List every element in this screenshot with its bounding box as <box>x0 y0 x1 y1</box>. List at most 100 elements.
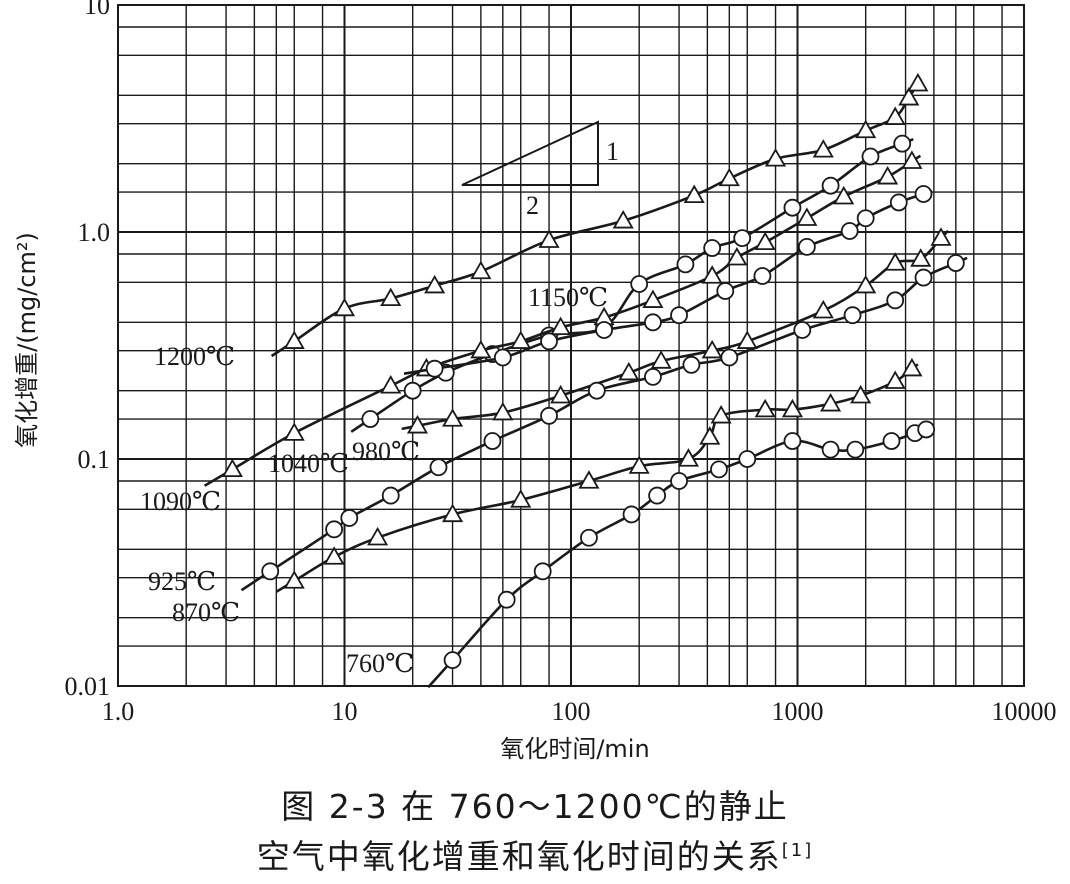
data-point-triangle <box>538 229 560 248</box>
data-point-triangle <box>699 426 721 445</box>
data-point-circle <box>861 147 880 166</box>
data-point-circle <box>325 520 344 539</box>
data-point-circle <box>261 562 280 581</box>
data-point-triangle <box>710 404 732 424</box>
data-point-circle <box>703 239 722 257</box>
data-point-triangle <box>884 106 906 125</box>
data-point-triangle <box>550 384 572 404</box>
data-point-circle <box>793 321 812 339</box>
x-axis-title: 氧化时间/min <box>500 735 649 763</box>
series-0 <box>270 72 929 358</box>
series-line <box>350 137 914 433</box>
x-tick-labels: 1.0 10 100 1000 10000 <box>102 697 1057 726</box>
data-point-circle <box>533 562 552 581</box>
data-point-triangle <box>796 207 818 226</box>
label-925: 925℃ <box>148 567 216 596</box>
data-point-triangle <box>283 570 305 589</box>
data-point-circle <box>648 486 667 505</box>
data-point-circle <box>540 332 558 351</box>
y-tick-labels: 0.01 0.1 1.0 10 <box>65 0 111 701</box>
data-point-triangle <box>510 330 532 349</box>
label-1150: 1150℃ <box>528 283 608 312</box>
data-point-circle <box>914 185 933 203</box>
data-point-circle <box>403 381 422 400</box>
data-point-triangle <box>907 72 929 92</box>
data-point-circle <box>720 348 739 367</box>
data-point-circle <box>670 472 688 490</box>
data-point-triangle <box>736 330 758 349</box>
series-7 <box>427 420 936 689</box>
data-point-circle <box>622 505 641 524</box>
data-point-triangle <box>781 398 804 418</box>
data-point-triangle <box>812 299 834 319</box>
data-point-triangle <box>323 546 345 565</box>
plot-frame <box>117 4 1025 687</box>
slope-run-label: 2 <box>526 191 539 220</box>
reference-mark: [1] <box>781 840 814 861</box>
data-point-triangle <box>618 361 640 381</box>
data-point-circle <box>361 410 380 428</box>
data-point-triangle <box>754 231 776 251</box>
data-point-triangle <box>612 210 634 229</box>
data-point-triangle <box>820 393 842 412</box>
data-point-circle <box>630 275 649 293</box>
oxidation-chart: 1.0 10 100 1000 10000 0.01 0.1 1.0 10 1 2 1200℃… <box>13 0 1057 763</box>
data-point-circle <box>497 590 516 609</box>
data-point-circle <box>914 268 933 287</box>
data-point-circle <box>738 450 757 468</box>
data-point-circle <box>595 321 613 339</box>
data-point-circle <box>493 348 512 367</box>
data-point-circle <box>443 651 462 670</box>
data-point-circle <box>843 306 862 325</box>
slope-triangle: 1 2 <box>461 120 619 220</box>
data-point-triangle <box>283 422 305 441</box>
data-point-triangle <box>726 246 748 266</box>
data-point-circle <box>821 440 840 459</box>
data-point-triangle <box>642 289 664 308</box>
data-point-circle <box>783 198 802 217</box>
data-point-triangle <box>718 167 740 187</box>
data-point-triangle <box>855 119 877 139</box>
data-point-triangle <box>470 339 492 359</box>
data-point-circle <box>846 440 865 459</box>
data-point-triangle <box>442 408 464 427</box>
data-point-triangle <box>901 357 923 377</box>
data-point-triangle <box>424 274 446 294</box>
data-point-triangle <box>764 148 787 167</box>
data-point-triangle <box>333 297 356 317</box>
data-point-triangle <box>406 415 429 434</box>
data-point-triangle <box>884 370 906 389</box>
y-tick-label: 1.0 <box>78 218 111 247</box>
data-point-triangle <box>492 401 514 421</box>
label-1040: 1040℃ <box>268 449 349 478</box>
data-point-circle <box>840 222 859 240</box>
data-point-circle <box>733 229 752 247</box>
data-point-triangle <box>510 489 532 508</box>
data-point-circle <box>540 406 558 425</box>
data-point-circle <box>856 209 875 228</box>
data-point-triangle <box>578 470 600 489</box>
data-point-circle <box>682 355 701 374</box>
x-tick-label: 100 <box>552 697 591 726</box>
x-tick-label: 1.0 <box>102 697 135 726</box>
label-1090: 1090℃ <box>140 487 221 516</box>
data-point-triangle <box>812 139 834 158</box>
data-point-triangle <box>442 503 464 523</box>
data-point-triangle <box>550 316 572 336</box>
data-point-triangle <box>283 330 305 349</box>
data-point-triangle <box>701 339 723 359</box>
slope-rise-label: 1 <box>606 137 619 166</box>
data-point-circle <box>483 432 502 450</box>
figure-caption-line1: 图 2-3 在 760～1200℃的静止 <box>281 787 789 826</box>
series-layer <box>203 72 968 689</box>
y-tick-label: 10 <box>84 0 110 20</box>
x-tick-label: 10000 <box>992 697 1057 726</box>
x-tick-label: 10 <box>332 697 358 726</box>
data-point-circle <box>893 134 912 153</box>
data-point-circle <box>429 458 448 477</box>
data-point-triangle <box>221 458 243 478</box>
y-axis-title: 氧化增重/(mg/cm²) <box>13 232 41 448</box>
label-870: 870℃ <box>172 598 240 627</box>
data-point-circle <box>886 291 905 310</box>
label-980: 980℃ <box>352 437 420 466</box>
